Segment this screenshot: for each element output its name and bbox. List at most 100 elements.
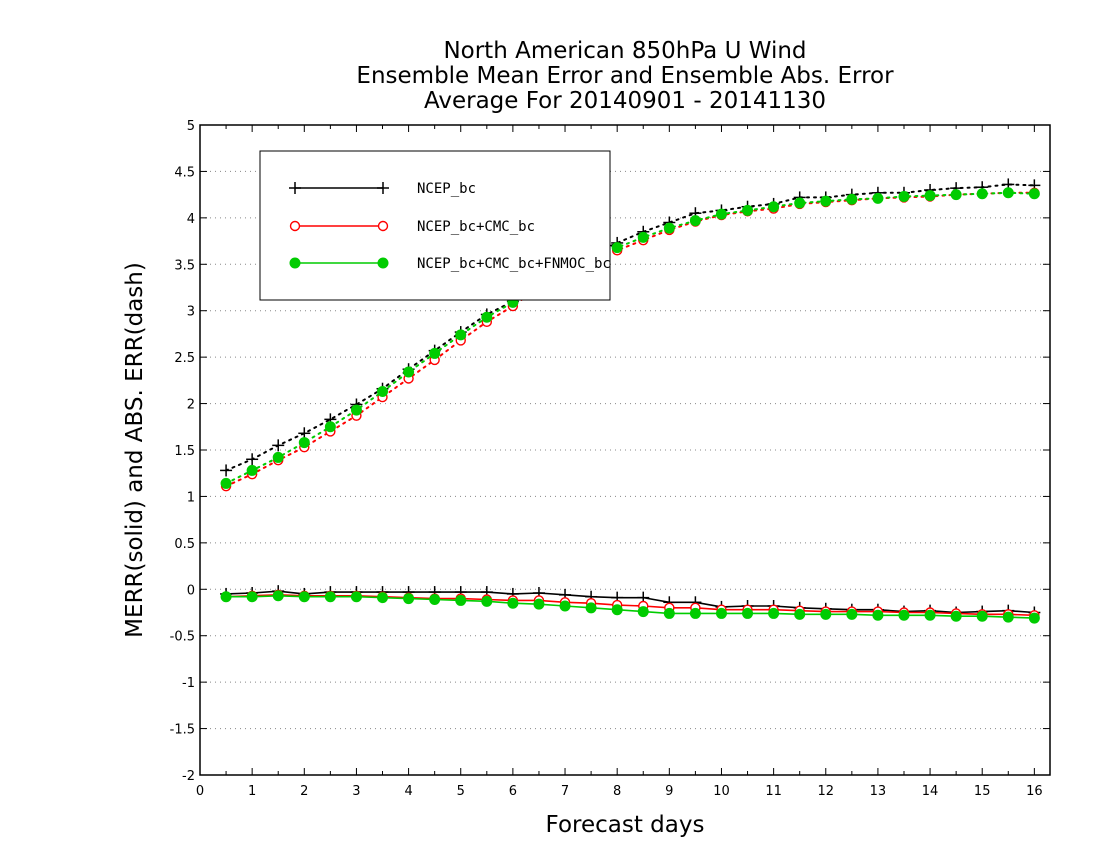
y-tick-label: 4 <box>187 212 195 227</box>
abs-err-point <box>220 477 232 489</box>
x-tick-label: 3 <box>352 784 360 799</box>
merr-point <box>689 607 701 619</box>
abs-err-point <box>976 188 988 200</box>
abs-err-point <box>768 201 780 213</box>
x-tick-label: 15 <box>974 784 991 799</box>
legend-marker <box>289 257 301 269</box>
y-tick-label: 2 <box>187 398 195 413</box>
y-tick-label: -2 <box>182 769 195 784</box>
x-tick-label: 2 <box>300 784 308 799</box>
merr-line <box>226 594 1035 619</box>
legend-marker <box>289 220 301 232</box>
abs-err-point <box>1002 187 1014 199</box>
y-tick-label: 3.5 <box>174 258 195 273</box>
merr-point <box>220 591 232 603</box>
y-tick-label: 0.5 <box>174 537 195 552</box>
x-tick-label: 12 <box>817 784 834 799</box>
merr-point <box>715 607 727 619</box>
abs-err-point <box>637 231 649 243</box>
merr-point <box>403 593 415 605</box>
y-tick-label: 0 <box>187 583 195 598</box>
y-tick-label: 5 <box>187 119 195 134</box>
y-tick-label: 3 <box>187 305 195 320</box>
abs-err-point <box>820 195 832 207</box>
x-tick-label: 16 <box>1026 784 1043 799</box>
merr-point <box>246 591 258 603</box>
merr-point <box>637 606 649 618</box>
legend: NCEP_bc NCEP_bc+CMC_bc NCEP_bc+CMC_bc+FNMO… <box>259 150 611 301</box>
abs-err-point <box>950 189 962 201</box>
y-tick-label: 1.5 <box>174 444 195 459</box>
abs-err-point <box>429 347 441 359</box>
merr-point <box>559 600 571 612</box>
merr-point <box>768 607 780 619</box>
merr-point <box>898 609 910 621</box>
merr-point <box>533 598 545 610</box>
abs-err-point <box>794 197 806 209</box>
chart-title-line-2: Ensemble Mean Error and Ensemble Abs. Er… <box>356 63 894 89</box>
legend-marker <box>377 182 389 194</box>
merr-point <box>350 591 362 603</box>
x-tick-label: 7 <box>561 784 569 799</box>
legend-label: NCEP_bc+CMC_bc <box>417 219 535 235</box>
y-tick-label: -1 <box>182 676 195 691</box>
abs-err-point <box>663 222 675 234</box>
x-tick-label: 9 <box>665 784 673 799</box>
axes: -2-1.5-1-0.500.511.522.533.544.550 1 2 3 4 5 6… <box>170 119 1050 799</box>
x-tick-label: 8 <box>613 784 621 799</box>
merr-point <box>481 595 493 607</box>
legend-label: NCEP_bc <box>417 181 476 197</box>
merr-point <box>872 609 884 621</box>
x-axis-label: Forecast days <box>546 812 705 838</box>
x-tick-label: 13 <box>870 784 887 799</box>
x-tick-label: 10 <box>713 784 730 799</box>
merr-point <box>742 607 754 619</box>
abs-err-point <box>846 193 858 205</box>
abs-err-point <box>272 451 284 463</box>
merr-point <box>663 607 675 619</box>
abs-err-point <box>377 386 389 397</box>
chart-title-line-1: North American 850hPa U Wind <box>443 38 807 64</box>
merr-point <box>429 594 441 605</box>
abs-err-point <box>220 464 233 477</box>
abs-err-point <box>1028 188 1040 200</box>
merr-point <box>950 610 962 622</box>
merr-point <box>455 594 467 606</box>
x-tick-label: 6 <box>509 784 517 799</box>
abs-err-point <box>272 439 285 452</box>
merr-point <box>820 608 832 620</box>
y-tick-label: 1 <box>187 490 195 505</box>
abs-err-point <box>715 208 727 220</box>
legend-marker <box>289 182 301 194</box>
abs-err-point <box>898 191 910 202</box>
y-tick-label: 4.5 <box>174 165 195 180</box>
abs-err-point <box>924 190 936 202</box>
merr-point <box>976 610 988 622</box>
abs-err-point <box>324 421 336 433</box>
x-tick-label: 1 <box>248 784 256 799</box>
series-layer <box>220 178 1041 624</box>
legend-label: NCEP_bc+CMC_bc+FNMOC_bc <box>417 256 611 272</box>
abs-err-point <box>611 242 623 254</box>
abs-err-point <box>872 192 884 204</box>
chart-title-line-3: Average For 20140901 - 20141130 <box>423 88 827 114</box>
x-tick-label: 5 <box>457 784 465 799</box>
plot-frame <box>199 124 1051 776</box>
merr-point <box>507 597 519 609</box>
merr-point <box>324 591 336 603</box>
abs-err-point <box>742 204 754 216</box>
abs-err-point <box>403 366 415 378</box>
merr-point <box>924 609 936 621</box>
y-tick-label: 2.5 <box>174 351 195 366</box>
merr-line <box>226 590 1035 614</box>
merr-point <box>1002 611 1014 623</box>
abs-err-point <box>246 464 258 476</box>
merr-point <box>611 604 623 616</box>
legend-marker <box>377 257 389 269</box>
x-tick-label: 14 <box>922 784 939 799</box>
x-tick-label: 4 <box>404 784 412 799</box>
merr-point <box>298 591 310 603</box>
y-tick-label: -1.5 <box>170 723 195 738</box>
y-tick-label: -0.5 <box>170 630 195 645</box>
